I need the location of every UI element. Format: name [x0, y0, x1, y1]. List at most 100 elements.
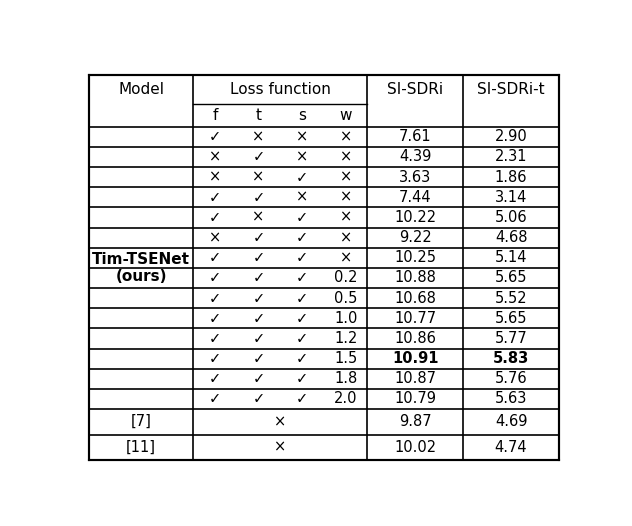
Text: ✓: ✓	[296, 250, 308, 265]
Text: ×: ×	[339, 129, 352, 144]
Text: s: s	[298, 108, 306, 123]
Text: 1.0: 1.0	[334, 311, 357, 326]
Text: 2.0: 2.0	[334, 391, 358, 407]
Text: ✓: ✓	[252, 250, 265, 265]
Text: ✓: ✓	[209, 190, 221, 205]
Text: 1.2: 1.2	[334, 331, 357, 346]
Text: ✓: ✓	[296, 290, 308, 306]
Text: 10.79: 10.79	[394, 391, 436, 407]
Text: 5.14: 5.14	[495, 250, 527, 265]
Text: 3.63: 3.63	[399, 169, 432, 185]
Text: ✓: ✓	[209, 331, 221, 346]
Text: 10.87: 10.87	[394, 371, 436, 386]
Text: 1.5: 1.5	[334, 351, 357, 366]
Text: 3.14: 3.14	[495, 190, 527, 205]
Text: ✓: ✓	[209, 351, 221, 366]
Text: ✓: ✓	[209, 210, 221, 225]
Text: ×: ×	[296, 129, 308, 144]
Text: ×: ×	[296, 190, 308, 205]
Text: ×: ×	[252, 210, 265, 225]
Text: 4.39: 4.39	[399, 149, 432, 165]
Text: 4.69: 4.69	[495, 414, 527, 429]
Text: ✓: ✓	[296, 270, 308, 286]
Text: 5.77: 5.77	[495, 331, 528, 346]
Text: ✓: ✓	[209, 129, 221, 144]
Text: 10.25: 10.25	[394, 250, 436, 265]
Text: [7]: [7]	[131, 414, 152, 429]
Text: 1.86: 1.86	[495, 169, 527, 185]
Text: 9.22: 9.22	[399, 230, 432, 245]
Text: 9.87: 9.87	[399, 414, 432, 429]
Text: Tim-TSENet
(ours): Tim-TSENet (ours)	[92, 251, 190, 284]
Text: 10.68: 10.68	[394, 290, 436, 306]
Text: ✓: ✓	[296, 371, 308, 386]
Text: ✓: ✓	[252, 351, 265, 366]
Text: ✓: ✓	[209, 391, 221, 407]
Text: f: f	[212, 108, 218, 123]
Text: 5.83: 5.83	[493, 351, 529, 366]
Text: w: w	[339, 108, 352, 123]
Text: ×: ×	[339, 250, 352, 265]
Text: ✓: ✓	[296, 331, 308, 346]
Text: 0.2: 0.2	[334, 270, 358, 286]
Text: ×: ×	[209, 149, 221, 165]
Text: [11]: [11]	[126, 440, 156, 455]
Text: 5.65: 5.65	[495, 311, 527, 326]
Text: ×: ×	[252, 169, 265, 185]
Text: 10.22: 10.22	[394, 210, 436, 225]
Text: ✓: ✓	[252, 371, 265, 386]
Text: ×: ×	[339, 190, 352, 205]
Text: ×: ×	[274, 414, 286, 429]
Text: 2.90: 2.90	[495, 129, 528, 144]
Text: ×: ×	[209, 230, 221, 245]
Text: ✓: ✓	[252, 311, 265, 326]
Text: ×: ×	[209, 169, 221, 185]
Text: ✓: ✓	[252, 290, 265, 306]
Text: ✓: ✓	[296, 391, 308, 407]
Text: 5.06: 5.06	[495, 210, 528, 225]
Text: ✓: ✓	[296, 210, 308, 225]
Text: 1.8: 1.8	[334, 371, 357, 386]
Text: 5.65: 5.65	[495, 270, 527, 286]
Text: ✓: ✓	[252, 270, 265, 286]
Text: 10.91: 10.91	[392, 351, 439, 366]
Text: ✓: ✓	[296, 230, 308, 245]
Text: 2.31: 2.31	[495, 149, 527, 165]
Text: ✓: ✓	[252, 331, 265, 346]
Text: 4.68: 4.68	[495, 230, 527, 245]
Text: ×: ×	[339, 230, 352, 245]
Text: ✓: ✓	[209, 290, 221, 306]
Text: 5.76: 5.76	[495, 371, 528, 386]
Text: 10.88: 10.88	[394, 270, 436, 286]
Text: 10.02: 10.02	[394, 440, 436, 455]
Text: SI-SDRi: SI-SDRi	[387, 83, 444, 97]
Text: ✓: ✓	[209, 371, 221, 386]
Text: 10.86: 10.86	[394, 331, 436, 346]
Text: ✓: ✓	[209, 250, 221, 265]
Text: 0.5: 0.5	[334, 290, 357, 306]
Text: ✓: ✓	[296, 311, 308, 326]
Text: ✓: ✓	[252, 391, 265, 407]
Text: ✓: ✓	[296, 169, 308, 185]
Text: 7.44: 7.44	[399, 190, 432, 205]
Text: ✓: ✓	[209, 311, 221, 326]
Text: 5.63: 5.63	[495, 391, 527, 407]
Text: ✓: ✓	[252, 230, 265, 245]
Text: ×: ×	[274, 440, 286, 455]
Text: 5.52: 5.52	[495, 290, 528, 306]
Text: 7.61: 7.61	[399, 129, 432, 144]
Text: ✓: ✓	[252, 190, 265, 205]
Text: Model: Model	[118, 83, 164, 97]
Text: ×: ×	[339, 169, 352, 185]
Text: ✓: ✓	[209, 270, 221, 286]
Text: ×: ×	[296, 149, 308, 165]
Text: 10.77: 10.77	[394, 311, 436, 326]
Text: ✓: ✓	[296, 351, 308, 366]
Text: ×: ×	[252, 129, 265, 144]
Text: ✓: ✓	[252, 149, 265, 165]
Text: 4.74: 4.74	[495, 440, 528, 455]
Text: ×: ×	[339, 149, 352, 165]
Text: t: t	[255, 108, 262, 123]
Text: SI-SDRi-t: SI-SDRi-t	[477, 83, 545, 97]
Text: Loss function: Loss function	[230, 83, 331, 97]
